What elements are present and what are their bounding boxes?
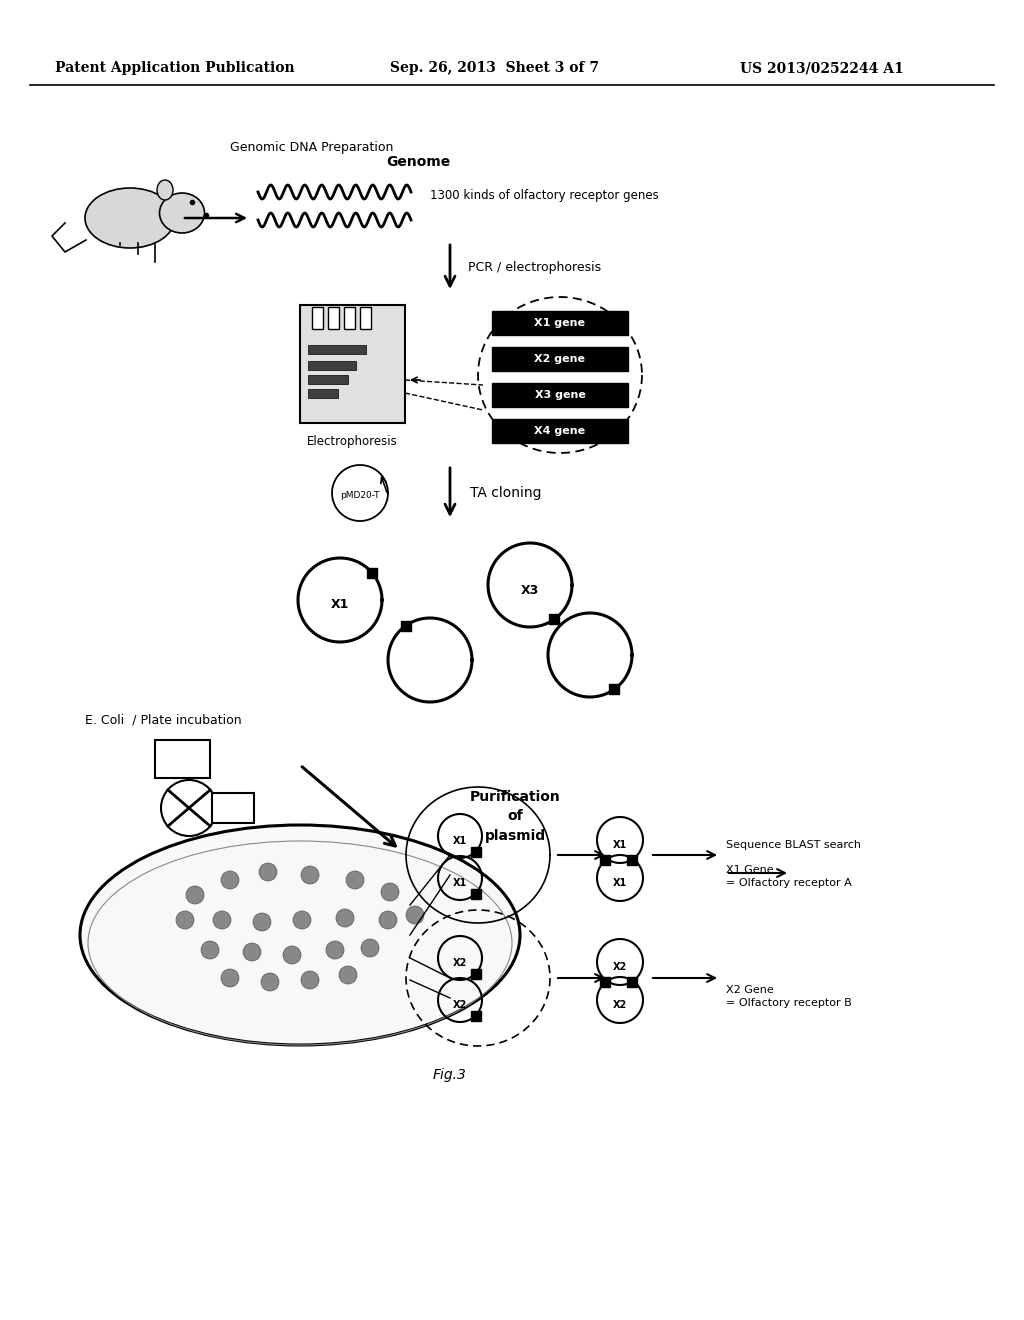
Ellipse shape [80,825,520,1045]
Bar [471,888,480,899]
Circle shape [221,871,239,888]
Text: Genomic DNA Preparation: Genomic DNA Preparation [230,141,393,154]
Text: X3: X3 [521,583,539,597]
Circle shape [346,871,364,888]
Circle shape [381,883,399,902]
Bar [308,375,348,384]
Bar [492,383,628,407]
Bar [471,969,480,978]
Circle shape [336,909,354,927]
Circle shape [201,941,219,960]
Ellipse shape [160,193,205,234]
Text: Genome: Genome [386,154,451,169]
Text: PCR / electrophoresis: PCR / electrophoresis [468,260,601,273]
Bar [308,345,366,354]
Circle shape [186,886,204,904]
Circle shape [339,966,357,983]
Text: X2: X2 [453,958,467,968]
Circle shape [261,973,279,991]
Bar [492,347,628,371]
Text: X1: X1 [613,840,627,850]
Text: E. Coli  / Plate incubation: E. Coli / Plate incubation [85,714,242,726]
Circle shape [406,906,424,924]
Bar [155,741,210,777]
Bar [627,977,637,987]
Text: X1 Gene
= Olfactory receptor A: X1 Gene = Olfactory receptor A [726,865,852,888]
Bar [328,308,339,329]
Bar [627,855,637,865]
Text: X1: X1 [453,878,467,888]
Circle shape [301,972,319,989]
Text: X1 gene: X1 gene [535,318,586,327]
Text: Sep. 26, 2013  Sheet 3 of 7: Sep. 26, 2013 Sheet 3 of 7 [390,61,599,75]
Text: X2 gene: X2 gene [535,354,586,364]
Ellipse shape [157,180,173,201]
Circle shape [221,969,239,987]
Bar [368,568,377,578]
Text: X1: X1 [613,878,627,888]
Text: X2: X2 [613,962,627,972]
Bar [212,793,254,822]
Text: US 2013/0252244 A1: US 2013/0252244 A1 [740,61,904,75]
Bar [312,308,323,329]
Bar [471,1011,480,1020]
Ellipse shape [85,187,175,248]
Circle shape [253,913,271,931]
Bar [492,312,628,335]
Text: Purification
of
plasmid: Purification of plasmid [470,789,560,843]
Circle shape [326,941,344,960]
Bar [549,614,559,624]
Text: X2 Gene
= Olfactory receptor B: X2 Gene = Olfactory receptor B [726,985,852,1008]
Text: X2: X2 [453,1001,467,1010]
Text: TA cloning: TA cloning [470,486,542,500]
Bar [600,977,610,987]
Circle shape [301,866,319,884]
Text: Sequence BLAST search: Sequence BLAST search [726,840,861,850]
Bar [492,418,628,444]
Circle shape [243,942,261,961]
Bar [401,620,411,631]
Text: Fig.3: Fig.3 [433,1068,467,1082]
Circle shape [293,911,311,929]
Circle shape [283,946,301,964]
Text: Electrophoresis: Electrophoresis [307,434,398,447]
Text: Patent Application Publication: Patent Application Publication [55,61,295,75]
Text: 1300 kinds of olfactory receptor genes: 1300 kinds of olfactory receptor genes [430,189,658,202]
Bar [300,305,406,422]
Text: pMD20-T: pMD20-T [340,491,380,500]
Circle shape [361,939,379,957]
Text: X2: X2 [613,1001,627,1010]
Bar [609,684,620,694]
Bar [360,308,371,329]
Text: X1: X1 [453,836,467,846]
Bar [600,855,610,866]
Bar [308,360,356,370]
Circle shape [379,911,397,929]
Text: X3 gene: X3 gene [535,389,586,400]
Text: X1: X1 [331,598,349,611]
Circle shape [213,911,231,929]
Bar [308,389,338,399]
Bar [471,846,480,857]
Bar [344,308,355,329]
Circle shape [259,863,278,880]
Circle shape [176,911,194,929]
Text: X4 gene: X4 gene [535,426,586,436]
